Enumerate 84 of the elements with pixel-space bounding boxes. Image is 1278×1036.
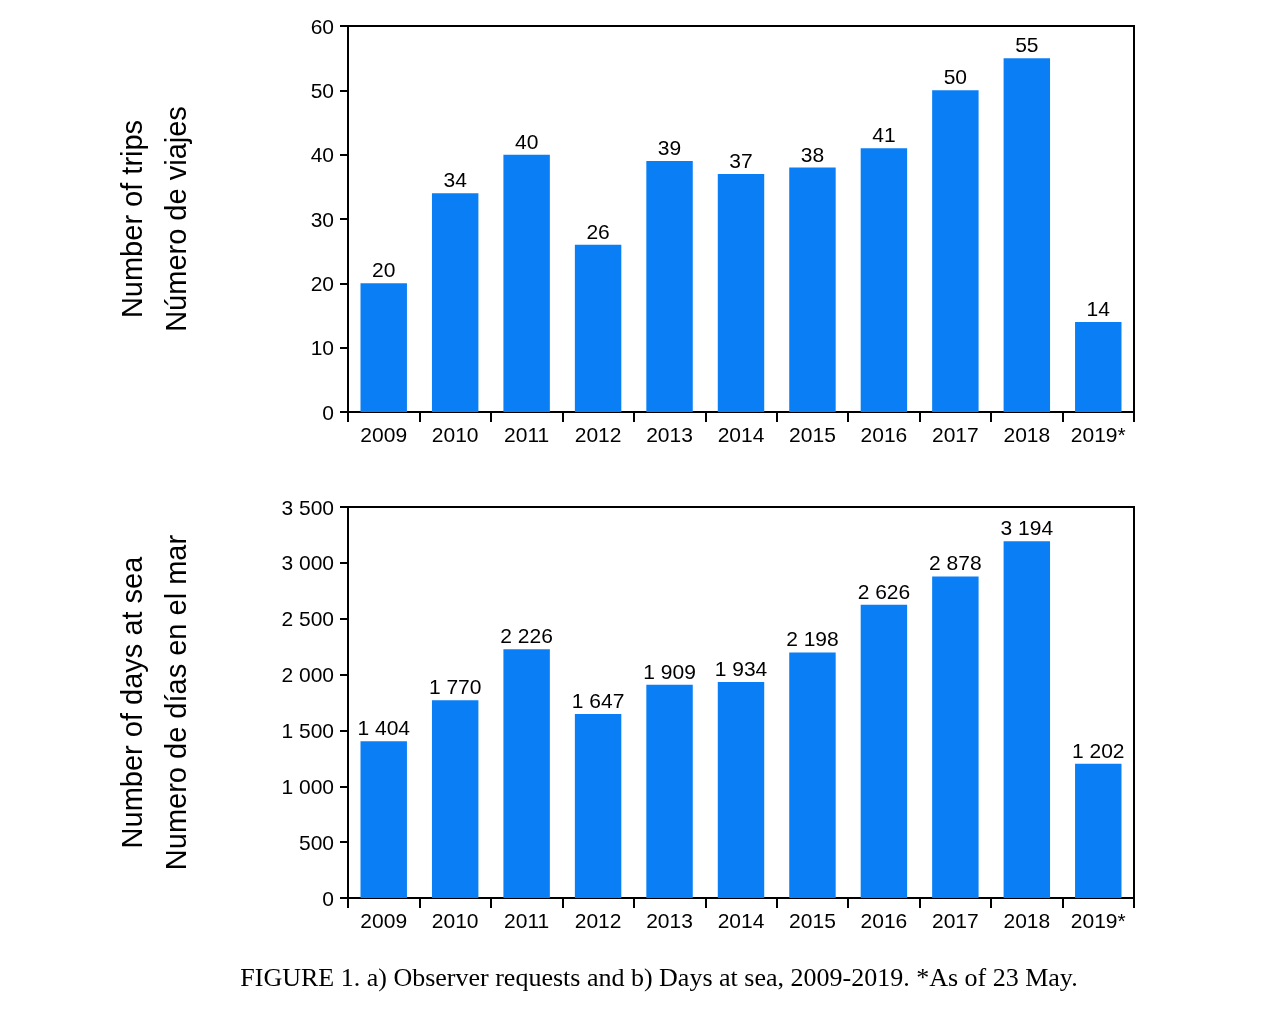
x-tick-label: 2013 [646,909,693,932]
y-tick-label: 0 [322,886,334,910]
y-tick-label: 30 [310,207,334,231]
data-label: 38 [800,142,825,166]
bar [503,649,550,898]
data-label: 1 770 [428,675,482,699]
x-tick-label: 2014 [717,423,765,446]
bar [789,167,836,412]
y-tick-label: 1 500 [281,718,334,742]
y-tick-label: 2 000 [281,663,334,687]
bar [860,604,908,898]
y-tick-label: 50 [310,78,334,102]
data-label: 37 [729,148,753,172]
x-tick-label: 2018 [1003,423,1051,446]
x-tick-label: 2014 [717,909,765,932]
bar [574,244,622,412]
data-label: 1 934 [714,656,768,680]
x-tick-label: 2015 [789,909,836,932]
data-label: 26 [586,219,610,243]
bar [431,700,479,898]
data-label: 2 626 [857,579,911,603]
data-label: 40 [514,129,539,153]
bar [717,173,765,412]
bar [503,154,550,412]
data-label: 14 [1086,296,1111,320]
data-label: 1 202 [1071,738,1125,762]
x-tick-label: 2018 [1003,909,1051,932]
data-label: 34 [443,168,468,192]
bar [360,741,407,898]
data-label: 50 [943,65,968,89]
x-tick-label: 2015 [789,423,836,446]
bar [717,681,765,898]
x-tick-label: 2011 [504,909,550,932]
x-tick-label: 2012 [574,909,622,932]
y-axis-title: Number of days at sea Numero de días en el mar [116,534,192,871]
bar [1075,763,1122,898]
data-label: 41 [872,123,896,147]
bar [932,576,979,898]
x-tick-label: 2009 [360,423,408,446]
bar [1003,58,1051,412]
x-tick-label: 2011 [504,423,550,446]
bar [932,90,979,412]
bar [646,161,693,412]
y-tick-label: 2 500 [281,607,334,631]
bar [860,148,908,412]
data-label: 2 878 [929,551,982,575]
y-tick-label: 20 [310,271,334,295]
bar [789,652,836,898]
bar [1075,321,1122,412]
data-label: 55 [1015,33,1039,57]
x-tick-label: 2016 [860,909,908,932]
x-tick-label: 2019* [1070,423,1126,446]
data-label: 1 647 [571,689,625,713]
data-label: 1 909 [643,659,696,683]
data-label: 39 [657,136,682,160]
x-tick-label: 2009 [360,909,408,932]
x-tick-label: 2019* [1070,909,1126,932]
x-tick-label: 2010 [431,909,479,932]
data-label: 3 194 [1000,516,1054,540]
x-tick-label: 2012 [574,423,622,446]
y-tick-label: 3 000 [281,551,334,575]
x-tick-label: 2010 [431,423,479,446]
bar [431,193,479,412]
y-tick-label: 500 [298,830,334,854]
bar [574,714,622,898]
bar [360,283,407,412]
x-tick-label: 2017 [932,423,979,446]
data-label: 2 226 [500,624,553,648]
y-tick-label: 10 [310,336,334,360]
data-label: 20 [372,258,396,282]
caption: FIGURE 1. a) Observer requests and b) Days at sea, 2009-2019. *As of 23 May. [239,963,1079,993]
y-tick-label: 40 [310,143,334,167]
bar [646,684,693,898]
bar [1003,541,1051,898]
x-tick-label: 2013 [646,423,693,446]
y-tick-label: 60 [310,14,334,38]
y-axis-title: Number of trips Número de viajes [116,106,192,332]
y-tick-label: 3 500 [281,495,334,519]
data-label: 2 198 [786,627,839,651]
y-tick-label: 0 [322,400,334,424]
data-label: 1 404 [357,716,411,740]
x-tick-label: 2016 [860,423,908,446]
y-tick-label: 1 000 [281,774,334,798]
x-tick-label: 2017 [932,909,979,932]
